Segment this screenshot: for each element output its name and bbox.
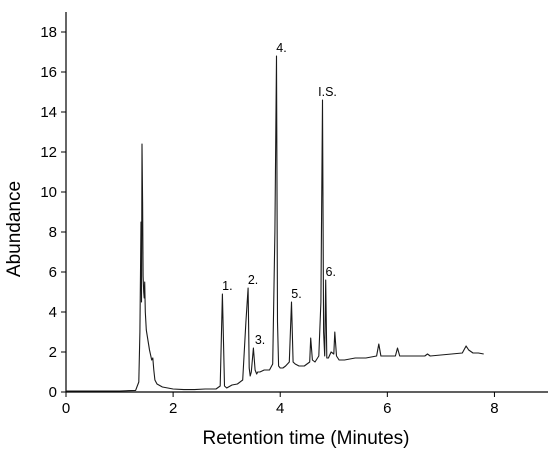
y-tick-label: 18 [40,24,57,41]
x-tick-label: 6 [383,400,391,417]
y-tick-label: 8 [49,224,57,241]
peak-label: 2. [248,273,258,287]
x-tick-label: 4 [276,400,284,417]
peak-label: 3. [255,333,265,347]
y-tick-label: 16 [40,64,57,81]
x-tick-label: 0 [62,400,70,417]
y-tick-label: 0 [49,384,57,401]
y-tick-label: 4 [49,304,57,321]
y-tick-label: 12 [40,144,57,161]
peak-labels: 1. 2. 3. 4. 5. I.S. 6. [222,41,337,347]
peak-label: 5. [291,287,301,301]
peak-label: 4. [276,41,286,55]
y-tick-label: 2 [49,344,57,361]
x-tick-label: 8 [490,400,498,417]
axes [65,12,548,393]
chromatogram-trace [66,55,484,392]
peak-label: 1. [222,279,232,293]
peak-label: 6. [326,265,336,279]
y-tick-label: 14 [40,104,57,121]
x-tick-label: 2 [169,400,177,417]
ticks: 0 2 4 6 8 10 12 14 16 18 0 2 4 6 8 [40,24,498,417]
y-axis-title: Abundance [4,181,25,277]
y-tick-label: 6 [49,264,57,281]
y-tick-label: 10 [40,184,57,201]
x-axis-title: Retention time (Minutes) [203,428,410,449]
peak-label: I.S. [318,85,337,99]
